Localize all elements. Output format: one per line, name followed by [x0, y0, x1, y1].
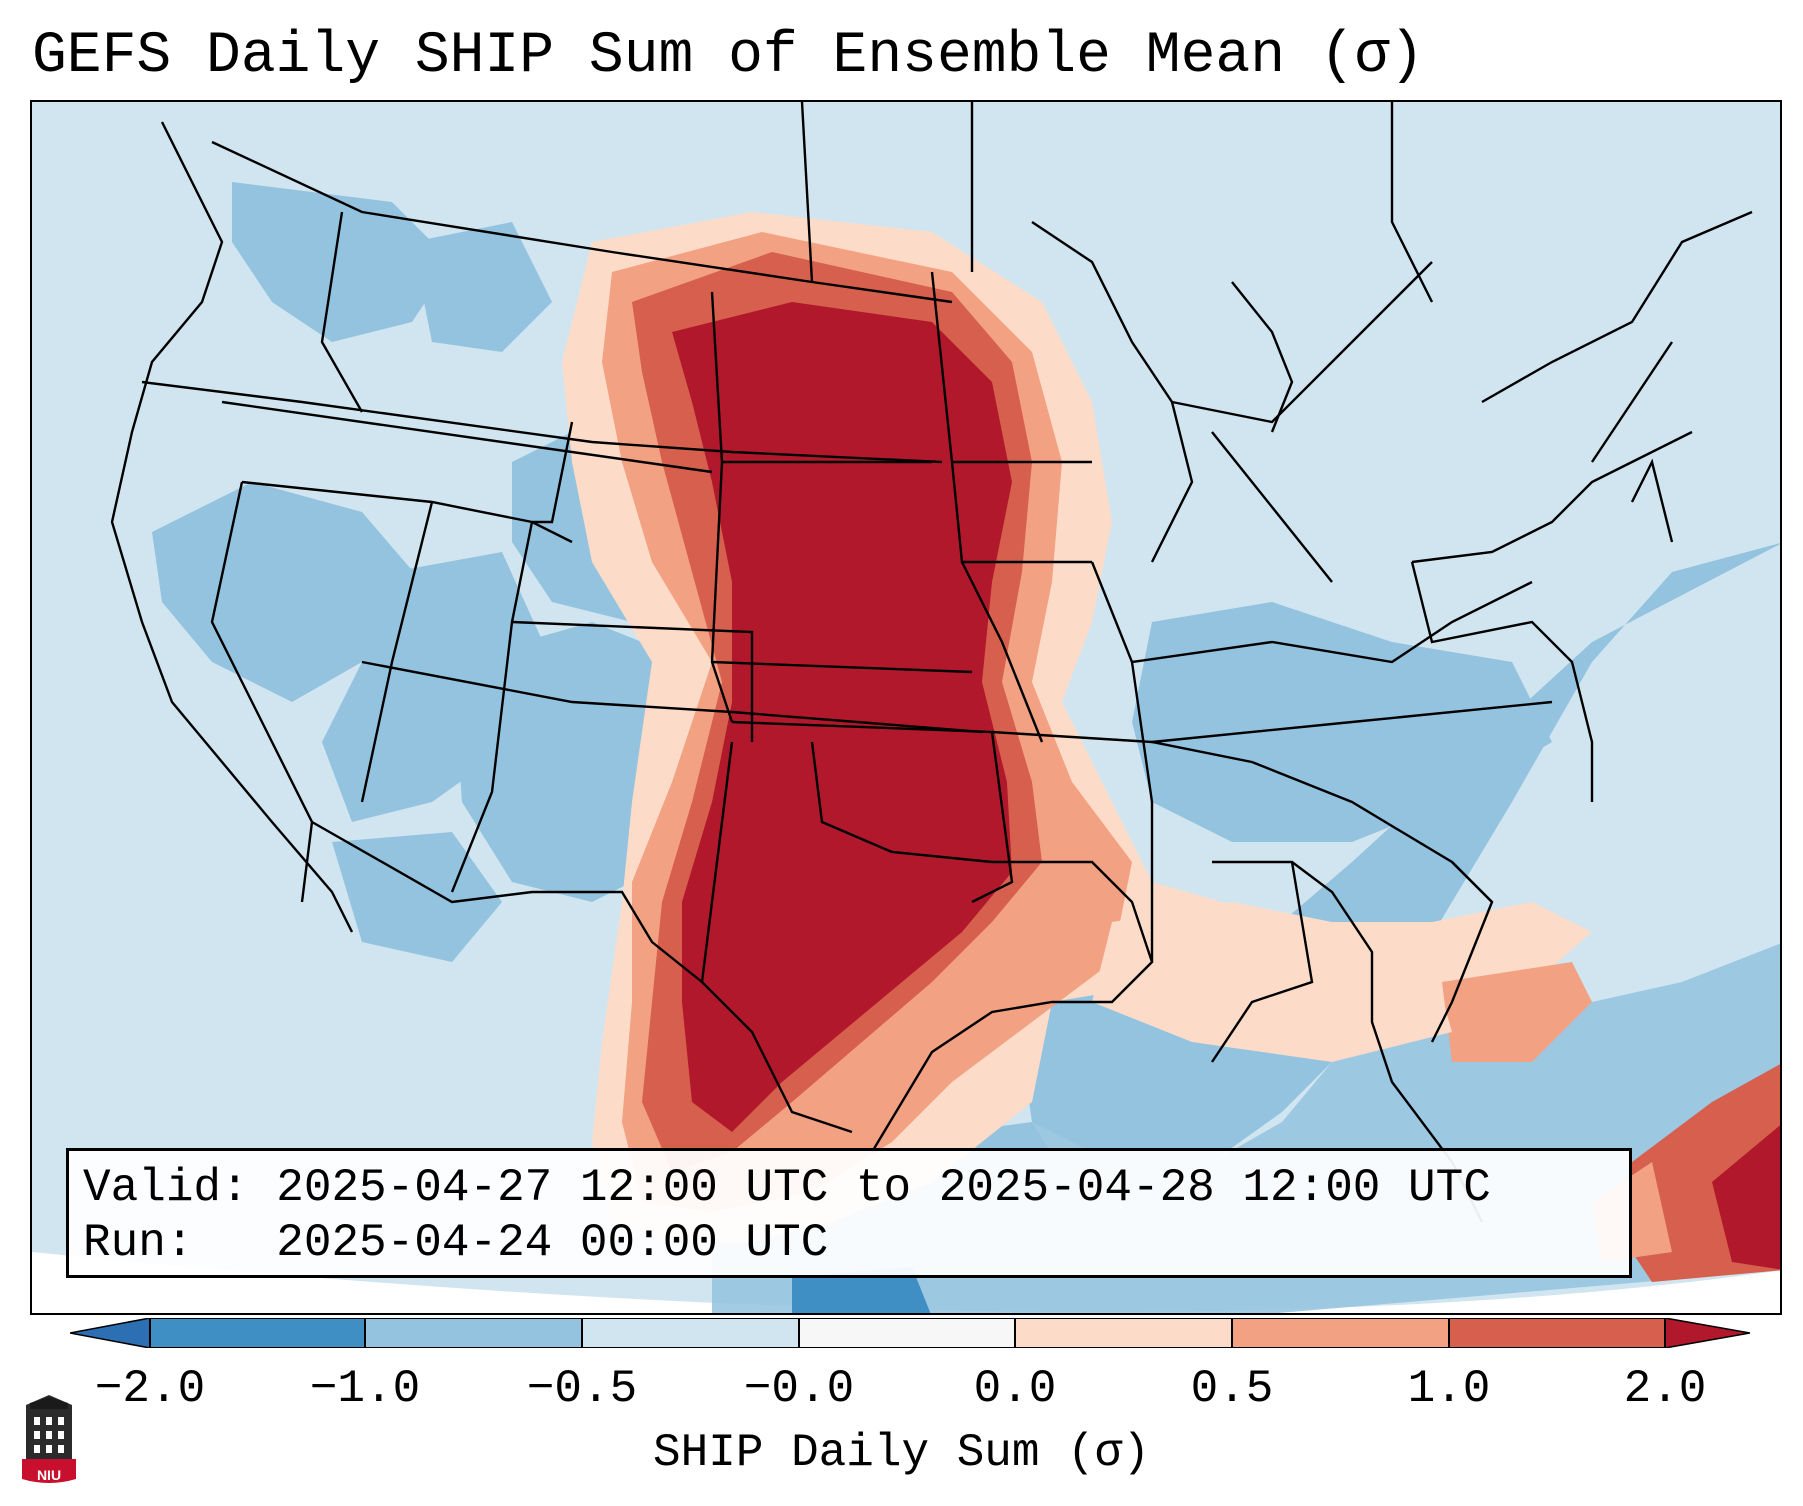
colorbar-bar	[69, 1317, 1751, 1349]
logo-text: NIU	[36, 1467, 62, 1483]
colorbar-extend-high	[1664, 1317, 1751, 1349]
colorbar-tick-label: −2.0	[94, 1363, 206, 1415]
colorbar-tick-label: −1.0	[309, 1363, 421, 1415]
valid-time-line: Valid: 2025-04-27 12:00 UTC to 2025-04-2…	[83, 1162, 1491, 1214]
colorbar	[69, 1317, 1751, 1349]
colorbar-bin-neg1-neg05	[365, 1318, 582, 1348]
colorbar-tick-label: 0.0	[973, 1363, 1057, 1415]
colorbar-tick-label: −0.0	[743, 1363, 855, 1415]
colorbar-tick-label: 2.0	[1623, 1363, 1707, 1415]
ship-map	[32, 102, 1780, 1313]
colorbar-label: SHIP Daily Sum (σ)	[653, 1427, 1150, 1479]
colorbar-bin-neg2-neg1	[150, 1318, 365, 1348]
colorbar-tick-label: 0.5	[1190, 1363, 1274, 1415]
map-panel	[30, 100, 1782, 1315]
valid-run-info-box: Valid: 2025-04-27 12:00 UTC to 2025-04-2…	[66, 1148, 1632, 1278]
colorbar-bin-1-2	[1449, 1318, 1665, 1348]
colorbar-bin-neg05-0	[582, 1318, 799, 1348]
colorbar-tick-label: −0.5	[526, 1363, 638, 1415]
colorbar-bin-05-1	[1232, 1318, 1449, 1348]
run-time-line: Run: 2025-04-24 00:00 UTC	[83, 1217, 829, 1269]
colorbar-tick-label: 1.0	[1407, 1363, 1491, 1415]
colorbar-bin-zero	[799, 1318, 1015, 1348]
niu-logo: NIU	[20, 1395, 78, 1485]
colorbar-bin-0-05	[1015, 1318, 1232, 1348]
colorbar-extend-low	[69, 1317, 151, 1349]
figure-title: GEFS Daily SHIP Sum of Ensemble Mean (σ)	[32, 24, 1425, 89]
university-tower-icon	[22, 1395, 76, 1483]
